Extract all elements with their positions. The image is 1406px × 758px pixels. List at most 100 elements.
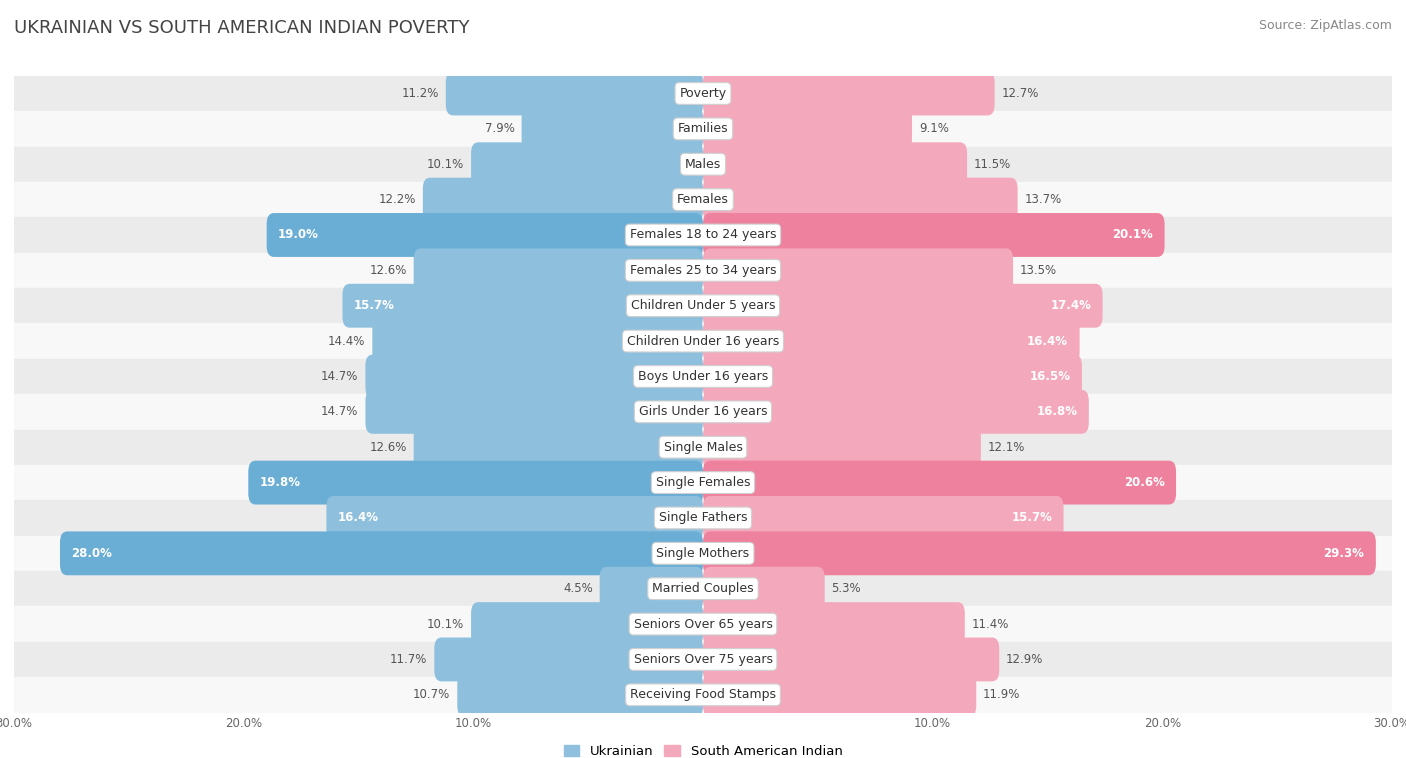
Text: UKRAINIAN VS SOUTH AMERICAN INDIAN POVERTY: UKRAINIAN VS SOUTH AMERICAN INDIAN POVER… [14, 19, 470, 37]
Text: 20.6%: 20.6% [1123, 476, 1164, 489]
Text: Boys Under 16 years: Boys Under 16 years [638, 370, 768, 383]
Bar [14, 111, 1392, 146]
Text: 11.5%: 11.5% [974, 158, 1011, 171]
Bar [14, 642, 1392, 677]
Text: 12.9%: 12.9% [1007, 653, 1043, 666]
FancyBboxPatch shape [703, 390, 1088, 434]
Text: 7.9%: 7.9% [485, 122, 515, 136]
FancyBboxPatch shape [522, 107, 703, 151]
Text: Poverty: Poverty [679, 87, 727, 100]
Bar [14, 324, 1392, 359]
FancyBboxPatch shape [457, 673, 703, 717]
FancyBboxPatch shape [703, 461, 1175, 505]
Text: 11.7%: 11.7% [389, 653, 427, 666]
Text: 12.7%: 12.7% [1001, 87, 1039, 100]
Text: 15.7%: 15.7% [354, 299, 395, 312]
Text: 11.9%: 11.9% [983, 688, 1021, 701]
Text: Single Females: Single Females [655, 476, 751, 489]
FancyBboxPatch shape [326, 496, 703, 540]
Text: 12.6%: 12.6% [370, 264, 406, 277]
Bar [14, 359, 1392, 394]
Bar [14, 465, 1392, 500]
Text: 15.7%: 15.7% [1011, 512, 1052, 525]
FancyBboxPatch shape [703, 496, 1063, 540]
Text: 16.4%: 16.4% [1028, 334, 1069, 348]
FancyBboxPatch shape [413, 249, 703, 293]
FancyBboxPatch shape [703, 637, 1000, 681]
Text: Seniors Over 65 years: Seniors Over 65 years [634, 618, 772, 631]
Text: 14.7%: 14.7% [321, 406, 359, 418]
Text: Single Males: Single Males [664, 440, 742, 454]
Text: 13.5%: 13.5% [1019, 264, 1057, 277]
FancyBboxPatch shape [703, 143, 967, 186]
FancyBboxPatch shape [446, 71, 703, 115]
FancyBboxPatch shape [434, 637, 703, 681]
Text: 12.6%: 12.6% [370, 440, 406, 454]
Text: Receiving Food Stamps: Receiving Food Stamps [630, 688, 776, 701]
Text: 4.5%: 4.5% [562, 582, 593, 595]
FancyBboxPatch shape [423, 177, 703, 221]
FancyBboxPatch shape [703, 249, 1012, 293]
FancyBboxPatch shape [703, 531, 1376, 575]
Text: Source: ZipAtlas.com: Source: ZipAtlas.com [1258, 19, 1392, 32]
Bar [14, 606, 1392, 642]
Text: 10.1%: 10.1% [427, 158, 464, 171]
FancyBboxPatch shape [599, 567, 703, 611]
Text: 16.8%: 16.8% [1036, 406, 1077, 418]
Text: 10.7%: 10.7% [413, 688, 450, 701]
Text: 14.7%: 14.7% [321, 370, 359, 383]
Bar [14, 571, 1392, 606]
FancyBboxPatch shape [60, 531, 703, 575]
FancyBboxPatch shape [413, 425, 703, 469]
Text: 16.5%: 16.5% [1029, 370, 1070, 383]
FancyBboxPatch shape [267, 213, 703, 257]
Bar [14, 536, 1392, 571]
FancyBboxPatch shape [703, 567, 825, 611]
Text: 19.8%: 19.8% [260, 476, 301, 489]
FancyBboxPatch shape [471, 143, 703, 186]
Text: Females 25 to 34 years: Females 25 to 34 years [630, 264, 776, 277]
Text: 11.2%: 11.2% [402, 87, 439, 100]
FancyBboxPatch shape [703, 213, 1164, 257]
Text: 10.1%: 10.1% [427, 618, 464, 631]
FancyBboxPatch shape [703, 319, 1080, 363]
Text: Girls Under 16 years: Girls Under 16 years [638, 406, 768, 418]
FancyBboxPatch shape [343, 283, 703, 327]
Text: 12.1%: 12.1% [988, 440, 1025, 454]
Bar [14, 76, 1392, 111]
Bar [14, 252, 1392, 288]
Text: 17.4%: 17.4% [1050, 299, 1091, 312]
Text: 28.0%: 28.0% [72, 547, 112, 560]
Text: Married Couples: Married Couples [652, 582, 754, 595]
Legend: Ukrainian, South American Indian: Ukrainian, South American Indian [558, 739, 848, 758]
Bar [14, 677, 1392, 713]
Text: Children Under 5 years: Children Under 5 years [631, 299, 775, 312]
Text: 19.0%: 19.0% [278, 228, 319, 242]
Text: 14.4%: 14.4% [328, 334, 366, 348]
FancyBboxPatch shape [703, 355, 1083, 399]
Text: Single Mothers: Single Mothers [657, 547, 749, 560]
Text: Females 18 to 24 years: Females 18 to 24 years [630, 228, 776, 242]
Text: 9.1%: 9.1% [920, 122, 949, 136]
FancyBboxPatch shape [366, 355, 703, 399]
Text: Seniors Over 75 years: Seniors Over 75 years [634, 653, 772, 666]
FancyBboxPatch shape [703, 425, 981, 469]
Bar [14, 430, 1392, 465]
Text: Children Under 16 years: Children Under 16 years [627, 334, 779, 348]
Text: Males: Males [685, 158, 721, 171]
Bar [14, 146, 1392, 182]
FancyBboxPatch shape [366, 390, 703, 434]
Bar [14, 182, 1392, 218]
FancyBboxPatch shape [703, 107, 912, 151]
FancyBboxPatch shape [703, 177, 1018, 221]
Text: 13.7%: 13.7% [1025, 193, 1062, 206]
FancyBboxPatch shape [249, 461, 703, 505]
Text: 20.1%: 20.1% [1112, 228, 1153, 242]
FancyBboxPatch shape [703, 283, 1102, 327]
Text: 29.3%: 29.3% [1323, 547, 1364, 560]
FancyBboxPatch shape [703, 673, 976, 717]
Bar [14, 288, 1392, 324]
Text: 12.2%: 12.2% [378, 193, 416, 206]
Text: 16.4%: 16.4% [337, 512, 378, 525]
Bar [14, 394, 1392, 430]
